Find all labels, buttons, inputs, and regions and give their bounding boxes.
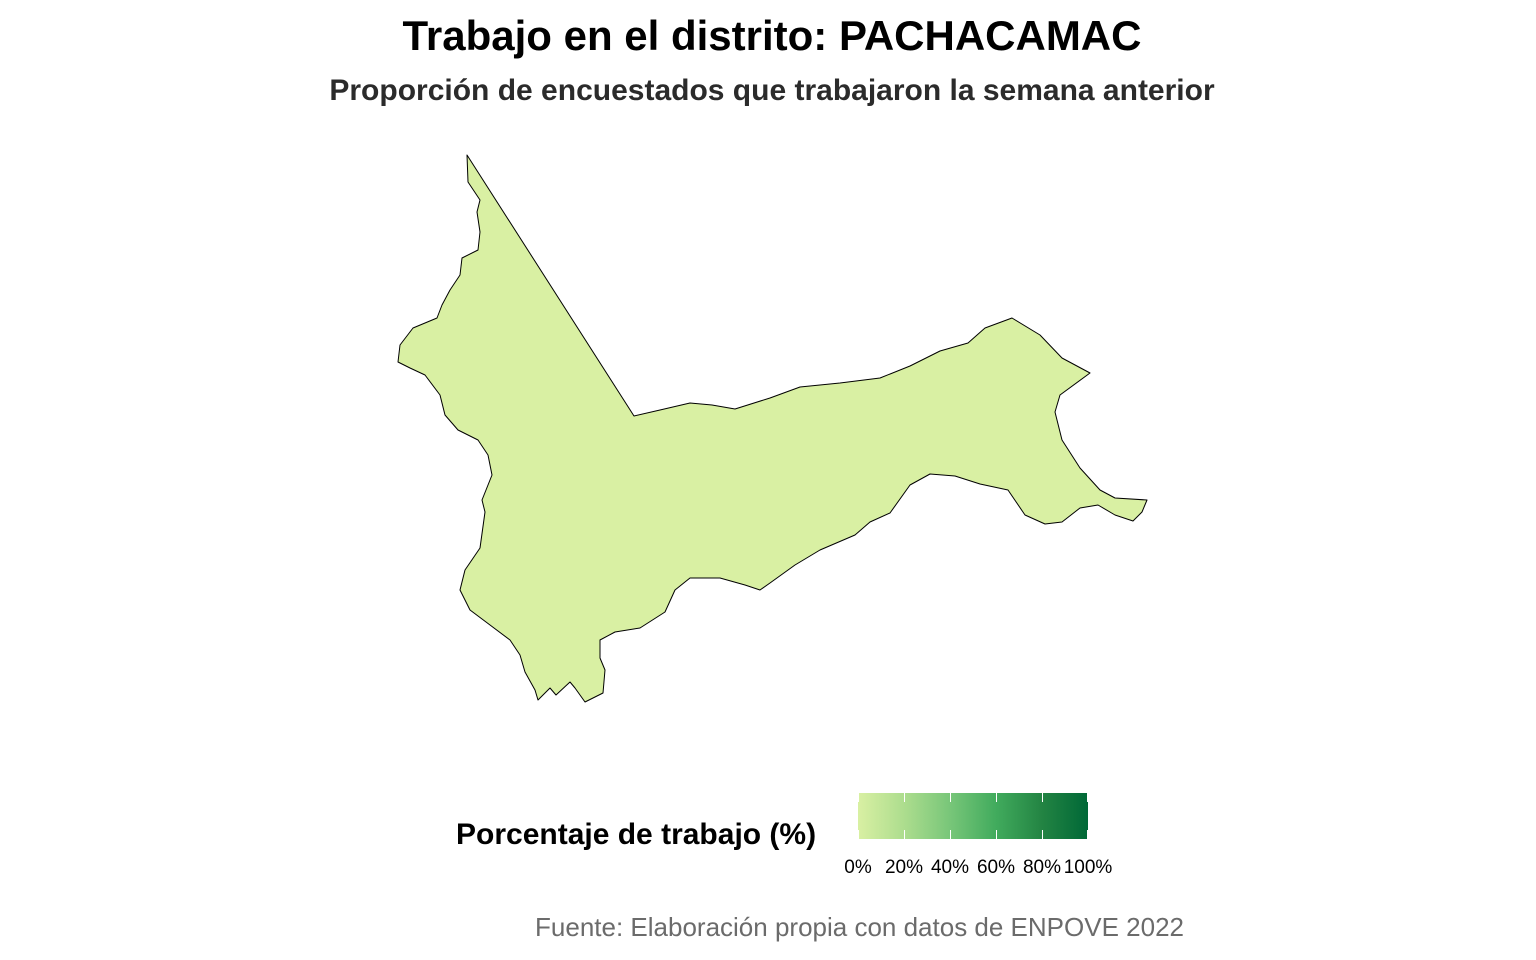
legend-tick-label: 0% [844,857,872,878]
chart-title: Trabajo en el distrito: PACHACAMAC [402,12,1142,59]
legend-tick-label: 40% [930,857,970,878]
legend-tick-top-3 [996,793,997,802]
legend-tick-top-2 [950,793,951,802]
legend-tick-label: 60% [976,857,1016,878]
legend-tick-bottom-0 [858,830,859,839]
legend-color-bar [858,793,1088,839]
legend-title: Porcentaje de trabajo (%) [456,818,817,851]
legend-tick-bottom-4 [1042,830,1043,839]
legend-tick-top-5 [1087,793,1088,802]
chart-subtitle: Proporción de encuestados que trabajaron… [329,74,1215,107]
legend-tick-bottom-3 [996,830,997,839]
legend-tick-bottom-5 [1087,830,1088,839]
district-shape-pachacamac [397,154,1148,703]
legend-tick-label: 80% [1022,857,1062,878]
legend-tick-top-1 [904,793,905,802]
legend-tick-bottom-2 [950,830,951,839]
legend-tick-top-0 [858,793,859,802]
legend-tick-top-4 [1042,793,1043,802]
legend-gradient [858,793,1088,839]
legend-tick-label: 100% [1063,857,1113,878]
legend-tick-label: 20% [884,857,924,878]
chart-caption: Fuente: Elaboración propia con datos de … [535,912,1184,942]
legend-tick-bottom-1 [904,830,905,839]
